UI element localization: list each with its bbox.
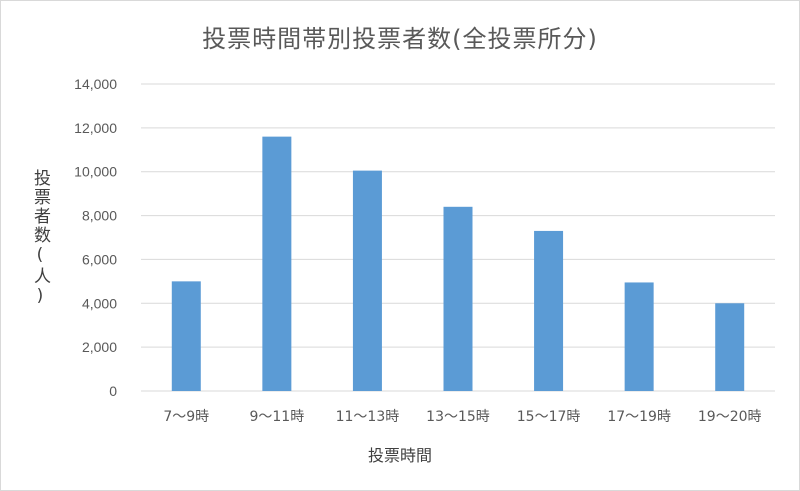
bar (534, 230, 564, 391)
x-tick-label: 19〜20時 (698, 409, 762, 425)
x-tick-label: 13〜15時 (426, 409, 490, 425)
bar (443, 206, 473, 391)
y-tick-label: 14,000 (74, 76, 117, 92)
y-axis-label: 投票者数(人) (30, 169, 50, 308)
y-tick-label: 12,000 (74, 120, 117, 136)
y-tick-label: 6,000 (82, 251, 117, 267)
bar (352, 170, 382, 391)
x-tick-label: 15〜17時 (517, 409, 581, 425)
bar (715, 303, 745, 391)
x-tick-label: 9〜11時 (249, 409, 304, 425)
y-tick-label: 8,000 (82, 208, 117, 224)
chart-title: 投票時間帯別投票者数(全投票所分) (202, 25, 598, 53)
x-tick-label: 7〜9時 (163, 409, 209, 425)
y-tick-label: 0 (109, 383, 117, 399)
y-tick-label: 2,000 (82, 339, 117, 355)
bar (624, 282, 654, 391)
y-tick-label: 10,000 (74, 164, 117, 180)
x-axis-label: 投票時間 (367, 446, 432, 465)
x-tick-label: 11〜13時 (336, 409, 400, 425)
y-tick-label: 4,000 (82, 295, 117, 311)
bar (171, 281, 201, 391)
bar (262, 136, 292, 391)
x-tick-label: 17〜19時 (607, 409, 671, 425)
